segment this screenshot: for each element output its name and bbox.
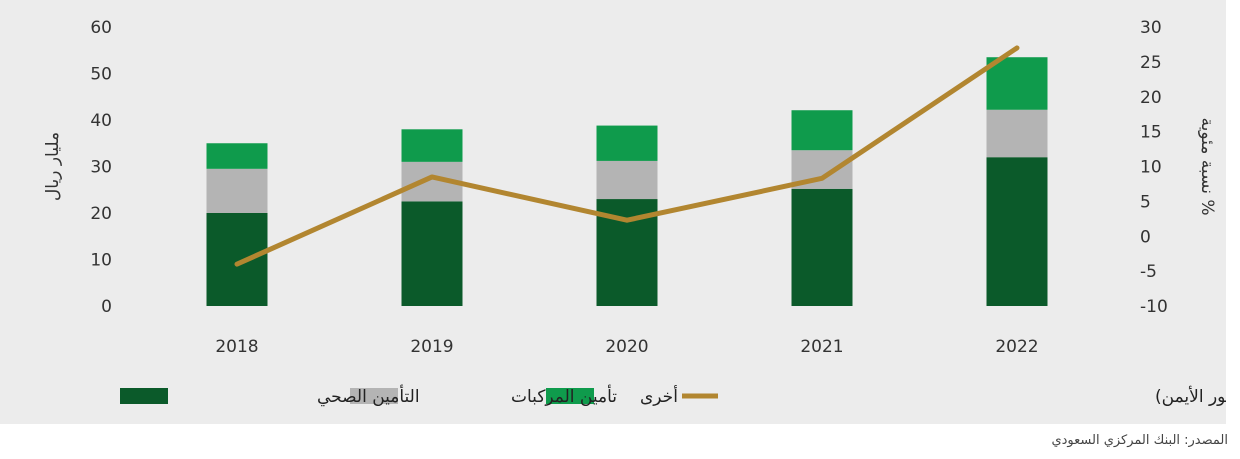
right-tick-label: 5 xyxy=(1140,192,1151,212)
right-tick-label: 10 xyxy=(1140,158,1162,178)
source-note: المصدر: البنك المركزي السعودي xyxy=(1051,433,1228,448)
left-tick-label: 0 xyxy=(101,297,112,317)
left-tick-label: 10 xyxy=(90,251,112,271)
bar-segment xyxy=(206,213,268,306)
bar-segment xyxy=(206,143,268,169)
bar-segment xyxy=(206,168,268,213)
right-tick-label: 25 xyxy=(1140,53,1162,73)
x-tick-label: 2021 xyxy=(800,337,843,357)
bar-segment xyxy=(791,188,853,306)
left-tick-label: 60 xyxy=(90,18,112,38)
x-tick-label: 2020 xyxy=(605,337,648,357)
x-tick-label: 2018 xyxy=(215,337,258,357)
left-tick-label: 20 xyxy=(90,204,112,224)
bar-segment xyxy=(401,201,463,306)
bar-segment xyxy=(596,125,658,161)
bar-segment xyxy=(791,110,853,151)
bar-segment xyxy=(401,129,463,162)
legend-label: أخرى xyxy=(640,385,678,407)
left-tick-label: 50 xyxy=(90,65,112,85)
legend-label: تأمين المركبات xyxy=(511,384,617,407)
chart-panel: 0 10 20 30 40 50 60 -10 -5 0 5 10 15 20 25 30 مليار ريال… xyxy=(0,0,1226,424)
right-tick-label: 20 xyxy=(1140,88,1162,108)
x-tick-label: 2019 xyxy=(410,337,453,357)
right-tick-label: 30 xyxy=(1140,18,1162,38)
x-tick-label: 2022 xyxy=(995,337,1038,357)
bar-segment xyxy=(986,109,1048,158)
left-tick-label: 30 xyxy=(90,158,112,178)
bar-segment xyxy=(986,157,1048,306)
legend-label-line: معدل نمو إجمالي الأقساط المكتتبة (المحور… xyxy=(1155,386,1226,407)
right-tick-label: -5 xyxy=(1140,262,1157,282)
bar-segment xyxy=(986,57,1048,110)
legend-swatch xyxy=(546,388,594,404)
right-tick-label: 0 xyxy=(1140,227,1151,247)
right-axis-title: نسبة مئوية % xyxy=(1197,118,1217,216)
left-axis-title: مليار ريال xyxy=(43,132,63,201)
bar-segment xyxy=(596,160,658,200)
legend-swatch xyxy=(350,388,398,404)
chart-svg: 0 10 20 30 40 50 60 -10 -5 0 5 10 15 20 25 30 مليار ريال… xyxy=(43,18,1226,407)
left-tick-label: 40 xyxy=(90,111,112,131)
right-tick-label: -10 xyxy=(1140,297,1168,317)
right-tick-label: 15 xyxy=(1140,123,1162,143)
legend-label: التأمين الصحي xyxy=(317,384,420,407)
legend-swatch xyxy=(120,388,168,404)
